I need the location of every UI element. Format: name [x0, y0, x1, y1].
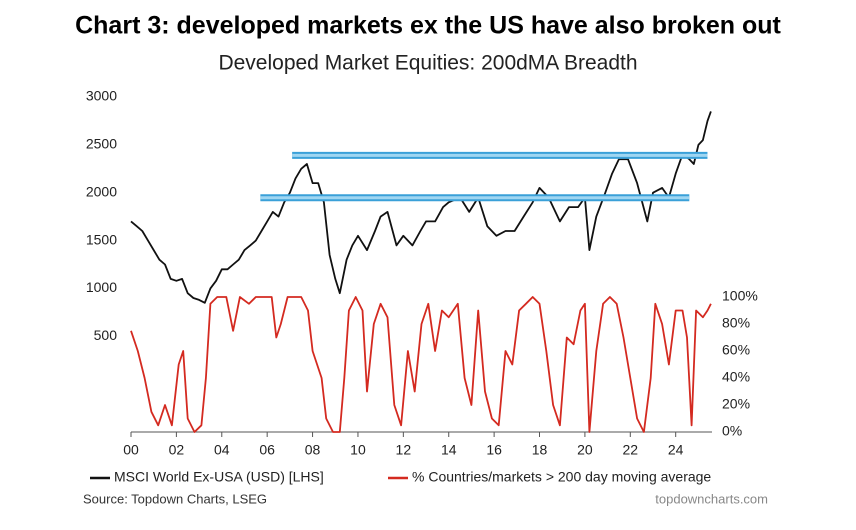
y2-tick-label: 60% — [722, 342, 750, 358]
x-tick-label: 14 — [441, 442, 457, 458]
x-tick-label: 16 — [486, 442, 502, 458]
y-tick-label: 3000 — [86, 88, 117, 104]
y-tick-label: 1000 — [86, 279, 117, 295]
y-tick-label: 2000 — [86, 183, 117, 199]
y-tick-label: 1500 — [86, 231, 117, 247]
y-tick-label: 500 — [94, 327, 118, 343]
y2-tick-label: 80% — [722, 315, 750, 331]
y2-tick-label: 40% — [722, 369, 750, 385]
x-tick-label: 20 — [577, 442, 593, 458]
y2-tick-label: 0% — [722, 423, 742, 439]
series-line — [130, 296, 712, 433]
series-line — [130, 111, 712, 304]
x-tick-label: 18 — [532, 442, 548, 458]
x-tick-label: 00 — [123, 442, 139, 458]
y-tick-label: 2500 — [86, 136, 117, 152]
legend-label: MSCI World Ex-USA (USD) [LHS] — [114, 469, 324, 485]
x-tick-label: 12 — [396, 442, 412, 458]
x-tick-label: 04 — [214, 442, 230, 458]
source: Source: Topdown Charts, LSEG — [83, 491, 267, 506]
chart-subtitle: Developed Market Equities: 200dMA Breadt… — [218, 52, 637, 75]
x-tick-label: 08 — [305, 442, 321, 458]
legend-label: % Countries/markets > 200 day moving ave… — [412, 469, 711, 485]
x-tick-label: 02 — [169, 442, 185, 458]
watermark: topdowncharts.com — [655, 491, 768, 506]
x-tick-label: 06 — [259, 442, 275, 458]
y2-tick-label: 20% — [722, 396, 750, 412]
x-tick-label: 10 — [350, 442, 366, 458]
chart-title: Chart 3: developed markets ex the US hav… — [75, 12, 781, 40]
y2-tick-label: 100% — [722, 288, 758, 304]
x-tick-label: 22 — [623, 442, 639, 458]
x-tick-label: 24 — [668, 442, 684, 458]
